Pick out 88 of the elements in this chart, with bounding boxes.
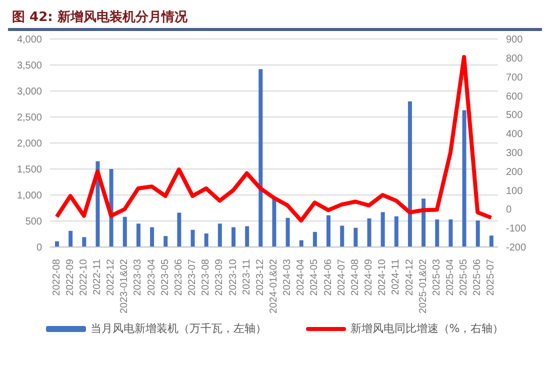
y-tick-label: 500 bbox=[25, 216, 42, 228]
y2-tick-label: 300 bbox=[506, 148, 524, 160]
x-tick-label: 2024-12 bbox=[404, 258, 416, 296]
bar bbox=[258, 69, 263, 247]
x-tick-label: 2024-11 bbox=[390, 258, 402, 295]
y2-tick-label: -200 bbox=[506, 242, 526, 254]
bar bbox=[312, 232, 317, 247]
bar bbox=[164, 236, 168, 247]
x-tick-label: 2022-12 bbox=[106, 258, 117, 296]
bar bbox=[218, 224, 222, 247]
bar bbox=[286, 218, 290, 247]
x-tick-label: 2023-03 bbox=[132, 258, 144, 296]
x-tick-label: 2023-11 bbox=[241, 258, 252, 295]
bar bbox=[340, 226, 344, 247]
x-tick-label: 2024-01&02 bbox=[268, 258, 280, 314]
x-tick-label: 2024-10 bbox=[377, 258, 388, 296]
bar bbox=[462, 110, 466, 247]
y2-tick-label: 200 bbox=[506, 166, 524, 178]
bar bbox=[122, 216, 127, 247]
bar bbox=[136, 224, 140, 247]
x-tick-label: 2024-07 bbox=[336, 258, 348, 296]
x-tick-label: 2023-04 bbox=[146, 258, 158, 296]
x-tick-label: 2025-07 bbox=[486, 258, 497, 296]
bar bbox=[448, 219, 453, 247]
bar bbox=[190, 230, 195, 247]
y-tick-label: 3,000 bbox=[16, 86, 42, 98]
y2-tick-label: 400 bbox=[506, 129, 524, 140]
x-tick-label: 2023-05 bbox=[160, 258, 171, 296]
y2-tick-label: 900 bbox=[506, 34, 524, 46]
x-tick-label: 2023-09 bbox=[214, 258, 226, 296]
bar bbox=[408, 101, 412, 247]
x-tick-label: 2024-03 bbox=[282, 258, 294, 296]
bar bbox=[204, 233, 208, 247]
y-tick-label: 1,000 bbox=[16, 190, 42, 202]
bar bbox=[422, 198, 426, 247]
y2-tick-label: 100 bbox=[506, 186, 524, 197]
chart-title: 图 42: 新增风电装机分月情况 bbox=[11, 8, 188, 27]
x-tick-label: 2025-05 bbox=[458, 258, 470, 296]
x-tick-label: 2024-06 bbox=[322, 258, 334, 296]
bar bbox=[354, 228, 358, 247]
x-tick-label: 2025-01&02 bbox=[418, 258, 429, 314]
x-tick-label: 2025-06 bbox=[472, 258, 484, 296]
x-tick-label: 2024-08 bbox=[350, 258, 361, 296]
bar bbox=[68, 230, 73, 247]
x-tick-label: 2022-10 bbox=[78, 258, 90, 296]
y2-tick-label: 0 bbox=[506, 204, 512, 216]
bar bbox=[82, 237, 86, 247]
x-tick-label: 2025-03 bbox=[431, 258, 442, 296]
x-tick-label: 2022-09 bbox=[64, 258, 76, 296]
x-tick-label: 2025-04 bbox=[444, 258, 456, 296]
legend-label: 新增风电同比增速（%，右轴） bbox=[350, 321, 504, 336]
x-tick-label: 2023-12 bbox=[254, 258, 266, 296]
y-tick-label: 3,500 bbox=[16, 60, 42, 72]
bar bbox=[150, 227, 154, 247]
y-tick-label: 2,500 bbox=[16, 112, 42, 124]
bar bbox=[394, 216, 398, 247]
legend-label: 当月风电新增装机（万千瓦，左轴） bbox=[90, 321, 266, 336]
x-tick-label: 2024-05 bbox=[309, 258, 320, 296]
x-tick-label: 2023-01&02 bbox=[119, 258, 130, 314]
bar bbox=[435, 219, 440, 247]
bar bbox=[272, 198, 276, 247]
y-tick-label: 2,000 bbox=[16, 138, 42, 150]
bar bbox=[367, 218, 372, 247]
y2-tick-label: 600 bbox=[506, 91, 524, 102]
bar bbox=[231, 227, 236, 247]
line-series bbox=[54, 54, 494, 223]
y2-tick-label: 500 bbox=[506, 110, 524, 122]
x-tick-label: 2024-04 bbox=[296, 258, 307, 296]
x-tick-label: 2023-06 bbox=[173, 258, 184, 296]
bar bbox=[299, 240, 304, 247]
y-tick-label: 4,000 bbox=[16, 34, 42, 46]
x-tick-label: 2022-11 bbox=[92, 258, 104, 295]
x-tick-label: 2023-10 bbox=[228, 258, 239, 296]
bar bbox=[177, 212, 182, 247]
bar bbox=[245, 226, 250, 247]
x-tick-label: 2024-09 bbox=[364, 258, 375, 296]
y2-tick-label: -100 bbox=[506, 224, 526, 235]
x-tick-label: 2023-07 bbox=[187, 258, 198, 296]
y2-tick-label: 700 bbox=[506, 72, 524, 84]
x-tick-label: 2022-08 bbox=[51, 258, 62, 296]
bar bbox=[489, 236, 494, 247]
bar bbox=[476, 220, 480, 247]
bar bbox=[380, 212, 385, 247]
y-tick-label: 0 bbox=[36, 242, 42, 254]
x-tick-label: 2023-08 bbox=[200, 258, 212, 296]
bar bbox=[326, 215, 331, 247]
y2-tick-label: 800 bbox=[506, 53, 524, 64]
y-tick-label: 1,500 bbox=[16, 164, 42, 176]
